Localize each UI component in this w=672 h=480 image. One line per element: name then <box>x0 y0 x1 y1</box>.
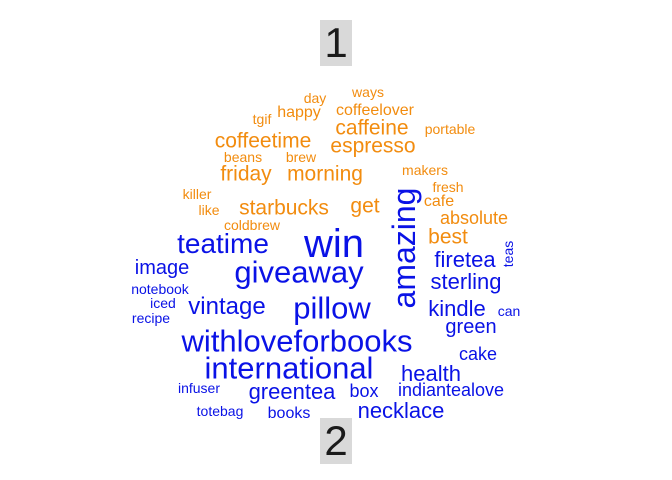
group1-word-brew: brew <box>285 149 317 165</box>
group2-word-win: win <box>303 222 365 266</box>
group1-word-friday: friday <box>220 162 272 186</box>
group2-word-withloveforbooks: withloveforbooks <box>181 323 413 359</box>
group1-word-happy: happy <box>277 104 321 121</box>
group1-word-absolute: absolute <box>439 208 509 228</box>
group2-word-sterling: sterling <box>430 269 502 294</box>
group1-word-fresh: fresh <box>432 179 464 195</box>
group2-word-iced: iced <box>150 295 176 311</box>
group1-word-killer: killer <box>182 186 212 202</box>
group2-word-image: image <box>134 257 190 279</box>
group1-word-cafe: cafe <box>423 193 455 210</box>
group2-word-recipe: recipe <box>131 310 171 326</box>
group2-word-notebook: notebook <box>131 281 189 297</box>
group1-word-caffeine: caffeine <box>335 116 409 140</box>
group1-word-ways: ways <box>352 84 384 100</box>
group1-word-makers: makers <box>402 162 448 178</box>
group2-word-teas: teas <box>500 240 516 268</box>
group2-word-cake: cake <box>458 344 498 364</box>
group1-word-beans: beans <box>223 149 263 165</box>
group1-word-starbucks: starbucks <box>239 196 329 220</box>
group2-word-vintage: vintage <box>188 293 266 320</box>
group2-word-giveaway: giveaway <box>234 254 364 290</box>
group1-word-coldbrew: coldbrew <box>223 217 281 233</box>
group2-word-necklace: necklace <box>357 398 445 423</box>
group2-word-books: books <box>267 405 311 422</box>
group2-word-international: international <box>204 350 374 386</box>
group1-word-morning: morning <box>287 162 363 186</box>
group2-word-pillow: pillow <box>293 290 371 326</box>
group2-word-green: green <box>445 316 497 338</box>
group2-word-greentea: greentea <box>248 379 336 404</box>
group1-word-day: day <box>303 90 327 106</box>
group1-word-best: best <box>428 225 468 249</box>
group-label-2: 2 <box>320 418 352 464</box>
group2-word-health: health <box>401 361 461 386</box>
group2-word-kindle: kindle <box>428 296 486 321</box>
group1-word-portable: portable <box>424 121 476 137</box>
group2-word-totebag: totebag <box>196 403 244 419</box>
group1-word-coffeelover: coffeelover <box>336 102 414 119</box>
group2-word-can: can <box>497 303 521 319</box>
group1-word-tgif: tgif <box>252 111 272 127</box>
group2-word-indiantealove: indiantealove <box>397 380 505 400</box>
group2-word-firetea: firetea <box>434 247 496 272</box>
group2-word-box: box <box>349 381 379 401</box>
group2-word-infuser: infuser <box>177 380 221 396</box>
group1-word-coffeetime: coffeetime <box>214 129 312 153</box>
group2-word-amazing: amazing <box>386 187 422 309</box>
group1-word-like: like <box>198 202 220 218</box>
group-label-1: 1 <box>320 20 352 66</box>
group2-word-teatime: teatime <box>177 228 269 259</box>
group1-word-get: get <box>350 194 380 218</box>
group1-word-espresso: espresso <box>330 134 416 158</box>
